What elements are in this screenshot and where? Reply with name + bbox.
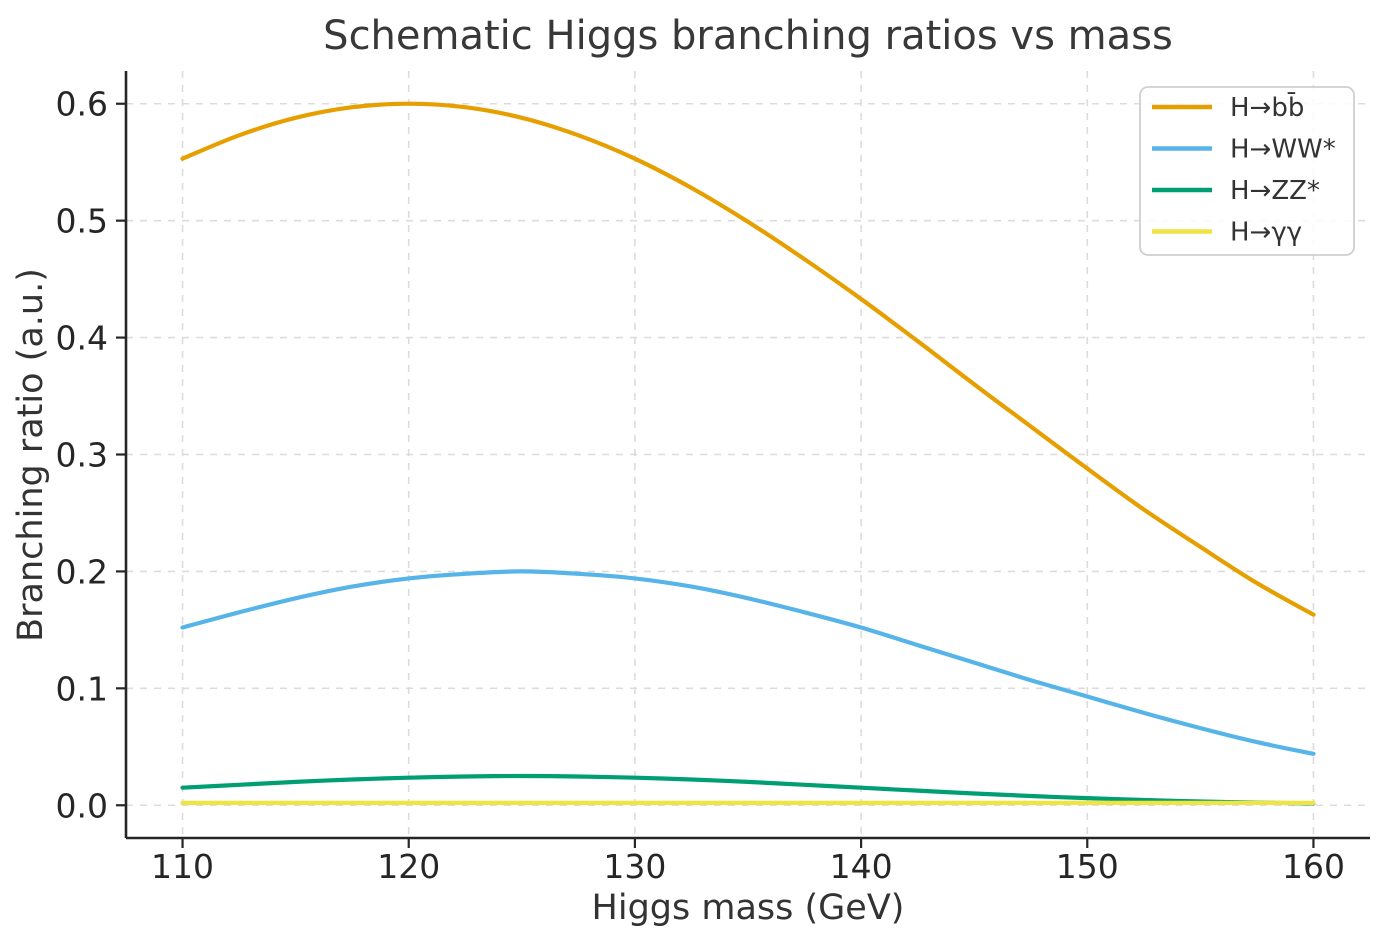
x-tick-label: 140 <box>830 847 893 886</box>
ticks: 110 120 130 140 150 160 0.0 0.1 0.2 0.3 0.4 0.5 0.6 <box>56 85 1345 886</box>
x-tick-label: 160 <box>1282 847 1345 886</box>
legend-box <box>1139 86 1355 256</box>
x-tick-label: 150 <box>1056 847 1119 886</box>
legend: H→bb̄ H→WW* H→ZZ* H→γγ <box>1139 86 1355 256</box>
legend-label-3: H→γγ <box>1230 218 1302 248</box>
x-tick-label: 110 <box>151 847 214 886</box>
y-tick-label: 0.5 <box>56 202 108 241</box>
curve-0 <box>180 101 1316 617</box>
legend-label-2: H→ZZ* <box>1230 176 1320 206</box>
x-tick-label: 130 <box>603 847 666 886</box>
y-tick-label: 0.4 <box>56 319 108 358</box>
y-tick-label: 0.6 <box>56 85 108 124</box>
series-curves <box>180 101 1316 806</box>
x-axis-label: Higgs mass (GeV) <box>591 888 905 928</box>
legend-label-1: H→WW* <box>1230 135 1336 165</box>
x-tick-label: 120 <box>377 847 440 886</box>
curve-2 <box>180 773 1316 806</box>
chart-title: Schematic Higgs branching ratios vs mass <box>323 13 1173 59</box>
legend-label-0: H→bb̄ <box>1230 91 1304 123</box>
curve-1 <box>180 569 1316 756</box>
y-tick-label: 0.2 <box>56 552 108 591</box>
y-tick-label: 0.1 <box>56 669 108 708</box>
y-tick-label: 0.0 <box>56 786 108 825</box>
y-tick-label: 0.3 <box>56 436 108 475</box>
